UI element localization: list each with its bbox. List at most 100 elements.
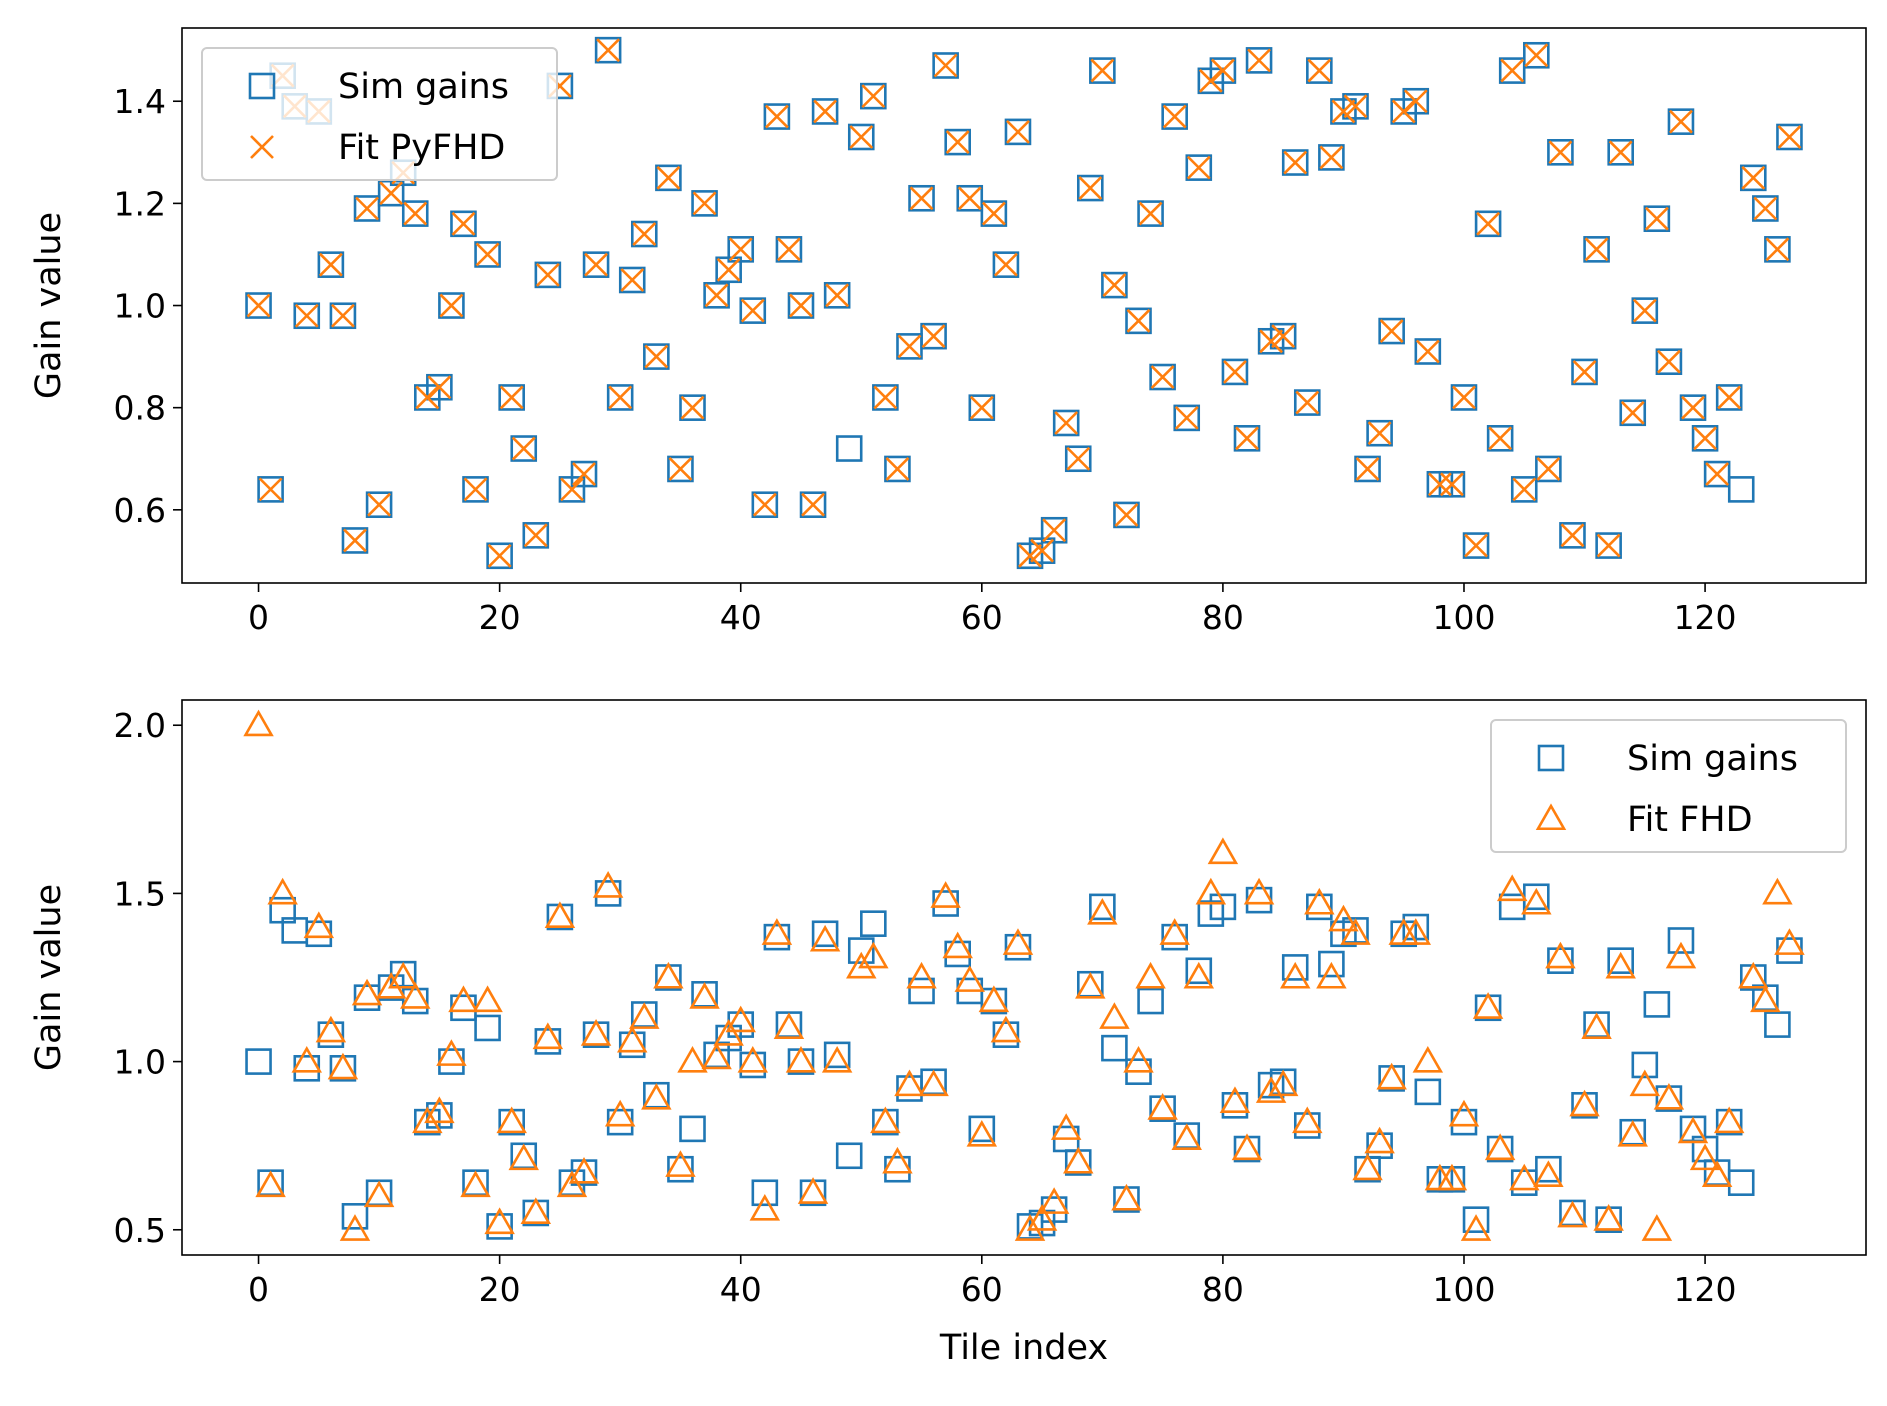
- y-tick-label: 1.0: [114, 287, 166, 326]
- data-point: [873, 385, 898, 410]
- x-tick-label: 100: [1432, 1270, 1495, 1309]
- data-point: [1776, 937, 1803, 964]
- data-point: [968, 394, 996, 421]
- data-point: [604, 1099, 636, 1127]
- data-point: [1259, 329, 1284, 354]
- data-point: [1450, 384, 1478, 411]
- data-point: [594, 36, 622, 64]
- data-point: [1727, 476, 1755, 503]
- data-point: [665, 1150, 696, 1177]
- data-point: [847, 123, 875, 151]
- data-point: [1440, 472, 1464, 497]
- data-point: [801, 492, 825, 517]
- data-point: [897, 334, 922, 359]
- data-point: [1352, 1153, 1383, 1181]
- data-point: [692, 191, 717, 216]
- data-point: [1343, 94, 1368, 119]
- x-tick-label: 0: [248, 1270, 269, 1309]
- data-point: [1026, 1204, 1058, 1231]
- data-point: [426, 1102, 453, 1129]
- data-point: [436, 1039, 467, 1066]
- y-tick-label: 1.5: [114, 874, 166, 913]
- data-point: [1547, 947, 1574, 974]
- data-point: [584, 252, 608, 277]
- data-point: [835, 1142, 863, 1170]
- data-point: [532, 1022, 564, 1050]
- x-tick-label: 120: [1674, 1270, 1737, 1309]
- data-point: [1306, 57, 1333, 84]
- data-point: [1436, 1163, 1468, 1191]
- data-point: [1255, 1076, 1287, 1103]
- data-point: [629, 1002, 660, 1029]
- data-point: [606, 384, 634, 411]
- data-point: [847, 937, 875, 964]
- data-point: [592, 871, 624, 898]
- legend-marker: [250, 135, 274, 159]
- data-point: [484, 1207, 515, 1235]
- data-point: [1054, 411, 1079, 435]
- data-point: [1245, 886, 1273, 914]
- data-point: [739, 1051, 767, 1079]
- data-point: [317, 1021, 345, 1048]
- data-point: [1717, 385, 1742, 410]
- data-point: [992, 251, 1020, 278]
- data-point: [424, 1096, 455, 1124]
- data-point: [1355, 457, 1380, 481]
- data-point: [341, 1203, 369, 1230]
- x-tick-label: 60: [961, 1270, 1003, 1309]
- data-point: [1500, 58, 1525, 83]
- data-point: [1607, 947, 1634, 974]
- y-axis-label: Gain value: [29, 212, 69, 399]
- data-point: [1608, 140, 1633, 165]
- data-point: [1427, 472, 1452, 497]
- data-point: [293, 1055, 321, 1082]
- data-point: [1476, 211, 1501, 236]
- data-point: [1535, 1155, 1562, 1183]
- data-point: [1162, 104, 1187, 129]
- data-point: [821, 1045, 853, 1073]
- data-point: [403, 201, 428, 226]
- series-1: [245, 880, 1803, 1240]
- x-tick-label: 40: [720, 598, 762, 637]
- data-point: [1496, 874, 1528, 902]
- data-point: [956, 184, 984, 212]
- data-point: [908, 977, 935, 1005]
- data-point: [630, 220, 658, 248]
- data-point: [680, 395, 705, 420]
- data-point: [1245, 47, 1273, 74]
- data-point: [980, 200, 1008, 227]
- data-point: [930, 881, 961, 908]
- data-point: [679, 1115, 706, 1143]
- data-point: [1161, 103, 1188, 130]
- data-point: [339, 1214, 371, 1241]
- data-point: [921, 324, 946, 349]
- data-point: [751, 491, 779, 519]
- x-tick-label: 20: [479, 598, 521, 637]
- data-point: [966, 1119, 998, 1147]
- data-point: [1173, 404, 1201, 432]
- data-point: [643, 343, 670, 370]
- data-point: [932, 890, 959, 917]
- data-point: [909, 186, 934, 211]
- data-point: [1318, 144, 1345, 171]
- data-point: [1510, 476, 1538, 503]
- data-point: [1533, 1160, 1564, 1187]
- data-point: [1004, 118, 1032, 146]
- data-point: [679, 394, 706, 421]
- x-tick-label: 80: [1202, 598, 1244, 637]
- data-point: [331, 303, 355, 328]
- data-point: [341, 527, 369, 554]
- data-point: [1583, 236, 1610, 263]
- data-point: [1474, 210, 1502, 238]
- data-point: [918, 1069, 949, 1097]
- data-point: [1498, 57, 1526, 84]
- data-point: [860, 82, 887, 110]
- data-point: [327, 1052, 359, 1080]
- data-point: [1713, 1106, 1745, 1134]
- data-point: [1150, 365, 1175, 389]
- data-point: [1462, 532, 1490, 559]
- legend: Sim gains Fit PyFHD: [201, 47, 558, 181]
- data-point: [572, 462, 596, 486]
- data-point: [315, 1015, 347, 1043]
- data-point: [1378, 317, 1405, 345]
